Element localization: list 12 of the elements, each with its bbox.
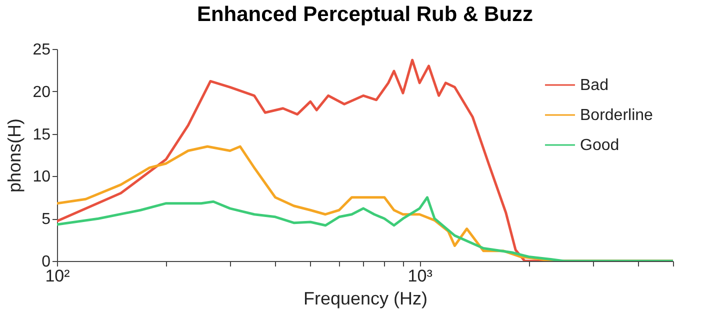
y-axis-title: phons(H) (4, 118, 25, 193)
y-tick-label: 5 (42, 211, 51, 228)
y-tick-label: 15 (32, 126, 51, 144)
y-tick-label: 10 (32, 168, 51, 186)
legend-label: Borderline (580, 107, 654, 124)
y-tick-label: 20 (32, 84, 51, 101)
x-axis-title: Frequency (Hz) (303, 288, 428, 308)
legend-label: Bad (580, 77, 608, 94)
legend-label: Good (580, 137, 620, 154)
y-tick-label: 25 (32, 42, 51, 58)
x-tick-label: 10³ (408, 266, 433, 286)
chart-title: Enhanced Perceptual Rub & Buzz (196, 3, 534, 26)
